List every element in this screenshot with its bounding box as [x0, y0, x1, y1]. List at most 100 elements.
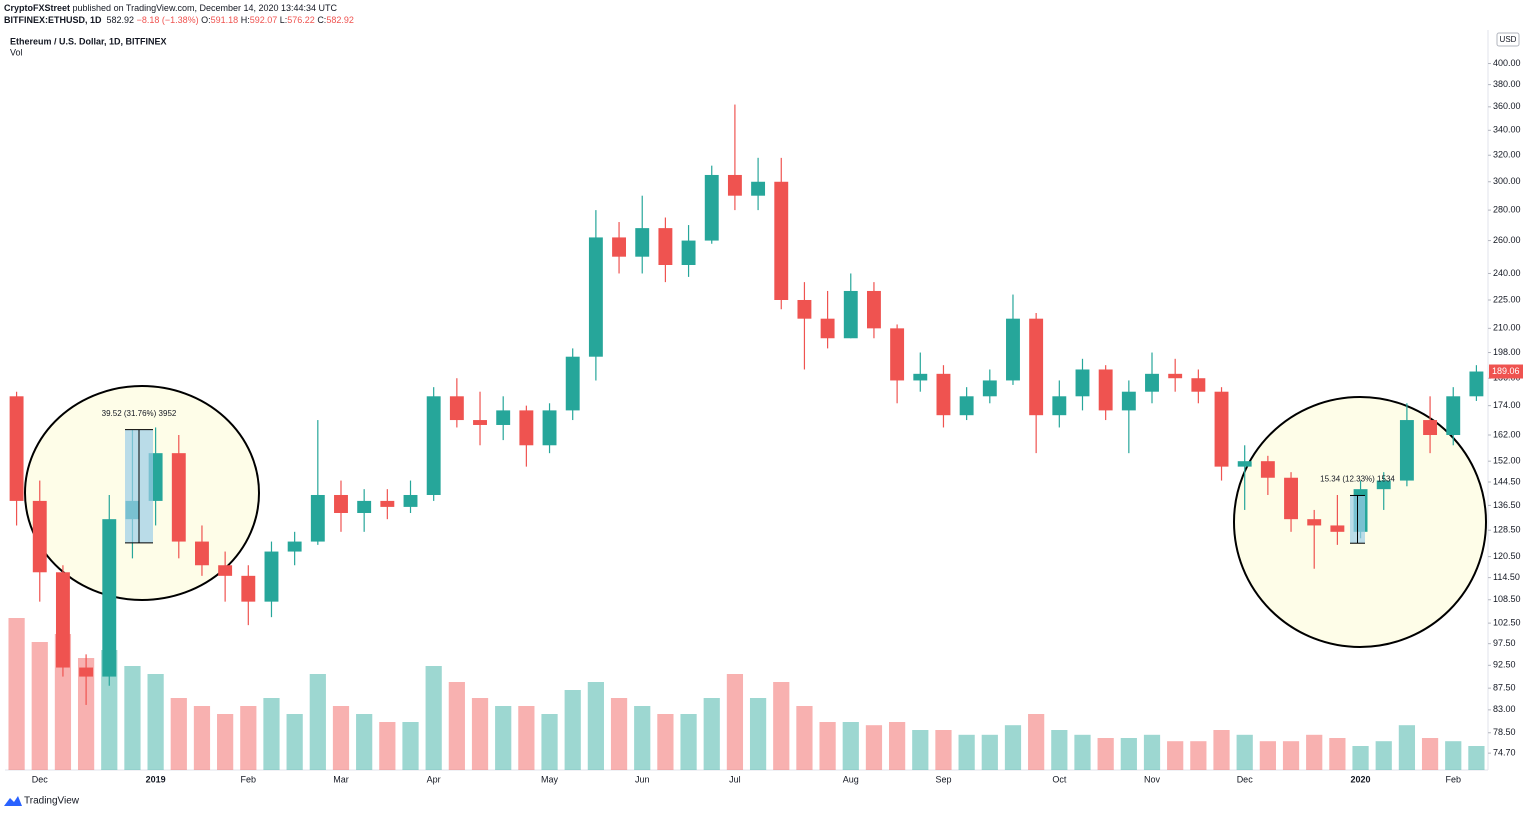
- candle-body: [1399, 420, 1414, 481]
- volume-bar: [170, 698, 187, 770]
- volume-bar: [726, 674, 744, 770]
- x-tick-label: Feb: [241, 774, 257, 784]
- candle-body: [264, 551, 279, 602]
- candle-body: [334, 494, 348, 513]
- candle-body: [936, 373, 951, 416]
- y-tick-label: 360.00: [1493, 101, 1521, 111]
- candle-body: [1145, 373, 1159, 392]
- candle-body: [797, 299, 812, 319]
- candle-body: [1376, 480, 1391, 490]
- volume-bar: [356, 714, 373, 770]
- header-line-2: BITFINEX:ETHUSD, 1D 582.92 −8.18 (−1.38%…: [4, 15, 354, 25]
- candle-body: [1330, 525, 1345, 532]
- y-tick-label: 162.00: [1493, 429, 1521, 439]
- volume-bar: [1236, 734, 1253, 770]
- volume-bar: [703, 698, 720, 770]
- candle-body: [1284, 477, 1298, 520]
- y-tick-label: 152.00: [1493, 456, 1521, 466]
- volume-bar: [1143, 734, 1161, 770]
- volume-bar: [379, 722, 396, 770]
- candles: [9, 104, 1484, 705]
- candle-body: [1446, 396, 1461, 436]
- volume-bar: [31, 642, 48, 770]
- x-tick-label: 2020: [1351, 774, 1371, 784]
- candle-body: [55, 572, 70, 668]
- volume-bar: [402, 722, 419, 770]
- header-line-1: CryptoFXStreet published on TradingView.…: [4, 3, 337, 13]
- volume-bar: [564, 690, 581, 770]
- y-tick-label: 320.00: [1493, 150, 1521, 160]
- ohlc-value: 582.92: [326, 15, 354, 25]
- volume-bar: [773, 682, 790, 770]
- candle-body: [913, 373, 928, 381]
- candle-body: [1260, 461, 1275, 478]
- volume-bar: [101, 650, 118, 770]
- price-tag-label: 189.06: [1492, 366, 1520, 376]
- volume-bar: [1282, 741, 1300, 770]
- y-tick-label: 92.50: [1493, 660, 1516, 670]
- brand: TradingView: [24, 796, 80, 807]
- ohlc-key: O:: [201, 15, 211, 25]
- volume-bar: [657, 714, 674, 770]
- volume-bar: [981, 734, 998, 770]
- volume-bar: [865, 725, 883, 770]
- candle-body: [565, 356, 580, 411]
- volume-bar: [1445, 741, 1462, 770]
- y-tick-label: 225.00: [1493, 294, 1521, 304]
- y-tick-label: 136.50: [1493, 500, 1521, 510]
- x-tick-label: Dec: [32, 774, 49, 784]
- candle-body: [32, 500, 47, 573]
- x-tick-label: May: [541, 774, 559, 784]
- candle-body: [473, 420, 487, 425]
- volume-bar: [193, 706, 211, 770]
- chart-title: Ethereum / U.S. Dollar, 1D, BITFINEX: [10, 36, 167, 46]
- y-tick-label: 108.50: [1493, 594, 1521, 604]
- price-tag: [1489, 364, 1523, 379]
- candle-body: [1469, 371, 1484, 397]
- y-tick-label: 144.50: [1493, 476, 1521, 486]
- candle-body: [1191, 378, 1206, 392]
- volume-bar: [1468, 746, 1485, 770]
- x-tick-label: Aug: [843, 774, 859, 784]
- volume-bar: [1028, 714, 1045, 770]
- volume-bar: [309, 674, 326, 770]
- y-tick-label: 280.00: [1493, 204, 1521, 214]
- volume-bar: [332, 706, 350, 770]
- volume-bar: [1167, 741, 1184, 770]
- published: published on TradingView.com, December 1…: [72, 3, 338, 13]
- volume-bar: [749, 698, 767, 770]
- candle-body: [426, 396, 441, 495]
- y-tick-label: 340.00: [1493, 125, 1521, 135]
- candle-body: [1214, 391, 1229, 467]
- volume-bar: [147, 674, 164, 770]
- currency-box: [1496, 32, 1520, 47]
- candle-body: [449, 396, 464, 421]
- volume-bar: [495, 706, 512, 770]
- volume-bar: [842, 722, 859, 770]
- volume-bar: [1213, 730, 1230, 770]
- candle-body: [843, 290, 858, 339]
- symbol: BITFINEX:ETHUSD, 1D: [4, 15, 102, 25]
- volume-bar: [1051, 730, 1068, 770]
- y-tick-label: 87.50: [1493, 683, 1516, 693]
- volume-bar: [471, 698, 489, 770]
- candle-body: [496, 410, 511, 425]
- candle-body: [102, 519, 117, 677]
- volume-bar: [263, 698, 280, 770]
- x-tick-label: Nov: [1144, 774, 1161, 784]
- annotations: 39.52 (31.76%) 3952 15.34 (12.33%) 1534: [102, 409, 1395, 544]
- volume-bar: [610, 698, 628, 770]
- candle-body: [195, 541, 209, 566]
- candle-body: [635, 228, 650, 257]
- candle-body: [1029, 318, 1044, 416]
- candle-body: [890, 328, 905, 381]
- candle-body: [79, 667, 94, 677]
- candle-body: [1006, 318, 1020, 381]
- volume-bar: [286, 714, 303, 770]
- candle-body: [588, 237, 603, 357]
- x-tick-label: Sep: [935, 774, 951, 784]
- y-tick-label: 83.00: [1493, 704, 1516, 714]
- y-tick-label: 102.50: [1493, 618, 1521, 628]
- volume-bar: [634, 706, 651, 770]
- ohlc-value: 576.22: [287, 15, 315, 25]
